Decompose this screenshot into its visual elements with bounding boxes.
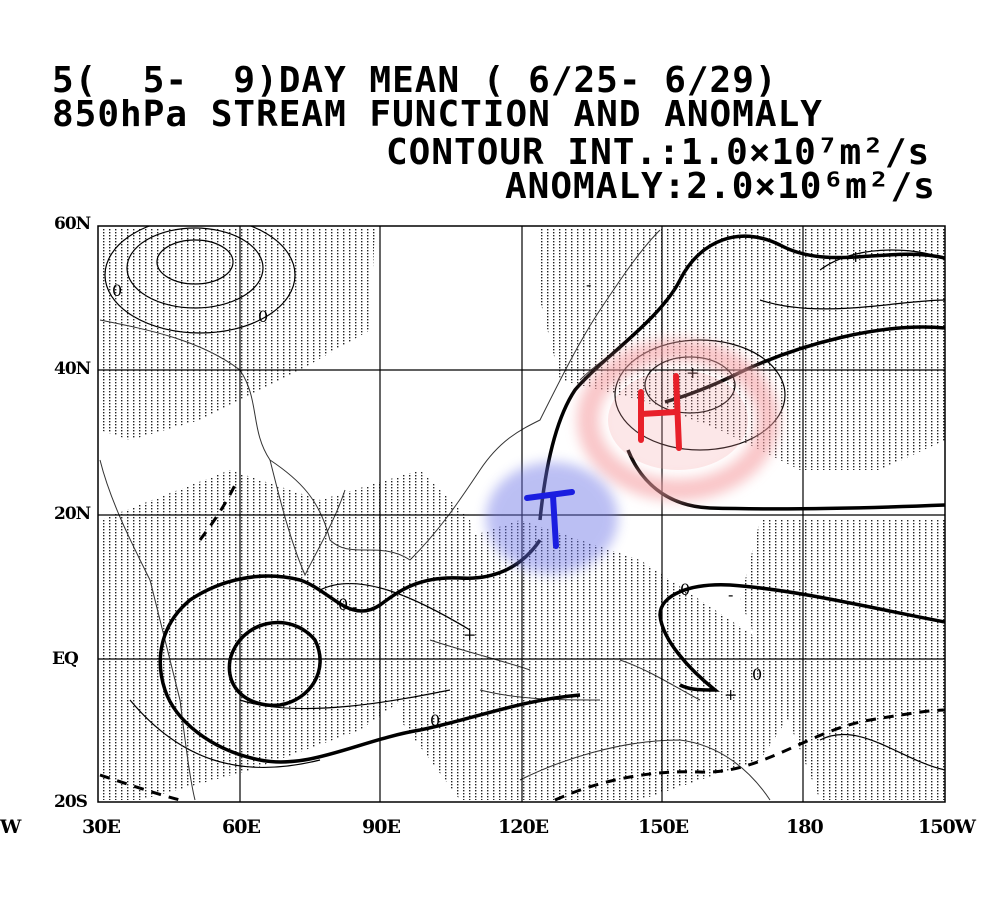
anomaly-contour-low-n1 — [156, 239, 234, 285]
zero-line-eq-pacific — [658, 583, 945, 692]
stipple-region-indian-ocean — [100, 470, 480, 800]
lat-label-40n: 40N — [54, 359, 91, 379]
dashed-contour-india-north — [198, 484, 237, 541]
zero-line-indian-loop — [227, 620, 322, 708]
contour-label-minus: - — [352, 597, 357, 616]
anomaly-contour-high-c2 — [614, 339, 786, 451]
contour-label-zero: 0 — [752, 665, 762, 684]
anomaly-contour-low-n3 — [104, 226, 296, 334]
anomaly-contour-sw — [129, 699, 321, 769]
zero-line-north-pacific — [664, 325, 945, 404]
stipple-region-central — [400, 520, 800, 800]
contour-label-zero: 0 — [430, 711, 440, 730]
stipple-region-east-pacific — [740, 520, 945, 800]
anomaly-contour-low-n2 — [126, 227, 264, 309]
contour-label-zero: 0 — [258, 307, 268, 326]
contour-label-minus: - — [586, 275, 591, 294]
anomaly-interval-label: ANOMALY:2.0×10⁶m²/s — [505, 166, 936, 207]
zero-line-tropical-west — [158, 539, 581, 764]
lon-label-90e: 90E — [362, 816, 401, 838]
contour-interval-label: CONTOUR INT.:1.0×10⁷m²/s — [386, 132, 931, 173]
lat-label-60n: 60N — [54, 214, 91, 234]
lon-label-edge-w: W — [0, 816, 21, 838]
contour-label-plus: + — [463, 625, 476, 644]
contour-label-plus: + — [686, 363, 699, 382]
title-line-1: 5( 5- 9)DAY MEAN ( 6/25- 6/29) — [52, 60, 778, 101]
anomaly-contour-se — [819, 734, 945, 771]
contour-label-plus: + — [724, 685, 737, 704]
high-marker-letter — [638, 373, 682, 451]
map-frame — [97, 225, 946, 803]
high-pressure-annotation: H — [577, 339, 779, 501]
coastline-australia — [519, 739, 771, 801]
stipple-region-north-asia — [100, 228, 375, 440]
coastline-india — [269, 459, 346, 577]
stipple-region-east-asia — [540, 228, 945, 470]
high-halo — [577, 339, 779, 501]
lat-label-20n: 20N — [54, 504, 91, 524]
lon-label-60e: 60E — [222, 816, 261, 838]
contour-label-zero: 0 — [338, 595, 348, 614]
lat-label-20s: 20S — [54, 792, 88, 812]
contour-label-zero: 0 — [112, 281, 122, 300]
anomaly-contour-east-2 — [759, 299, 945, 310]
low-marker-letter — [524, 489, 575, 549]
lon-label-180: 180 — [786, 816, 824, 838]
lon-label-150w: 150W — [918, 816, 976, 838]
coastline-asia — [99, 229, 661, 561]
lon-label-30e: 30E — [82, 816, 121, 838]
title-line-2: 850hPa STREAM FUNCTION AND ANOMALY — [52, 94, 823, 135]
anomaly-contour-trop-1 — [319, 582, 471, 631]
dashed-contour-south-west — [99, 773, 181, 802]
zero-line-arc — [538, 234, 945, 521]
contour-label-zero: 0 — [680, 580, 690, 599]
lon-label-120e: 120E — [498, 816, 549, 838]
lat-label-eq: EQ — [52, 649, 79, 669]
contour-label-plus: + — [849, 247, 862, 266]
coastline-indonesia — [429, 639, 701, 701]
contour-label-minus: - — [728, 585, 733, 604]
low-pressure-annotation: T — [486, 462, 618, 574]
lon-label-150e: 150E — [638, 816, 689, 838]
